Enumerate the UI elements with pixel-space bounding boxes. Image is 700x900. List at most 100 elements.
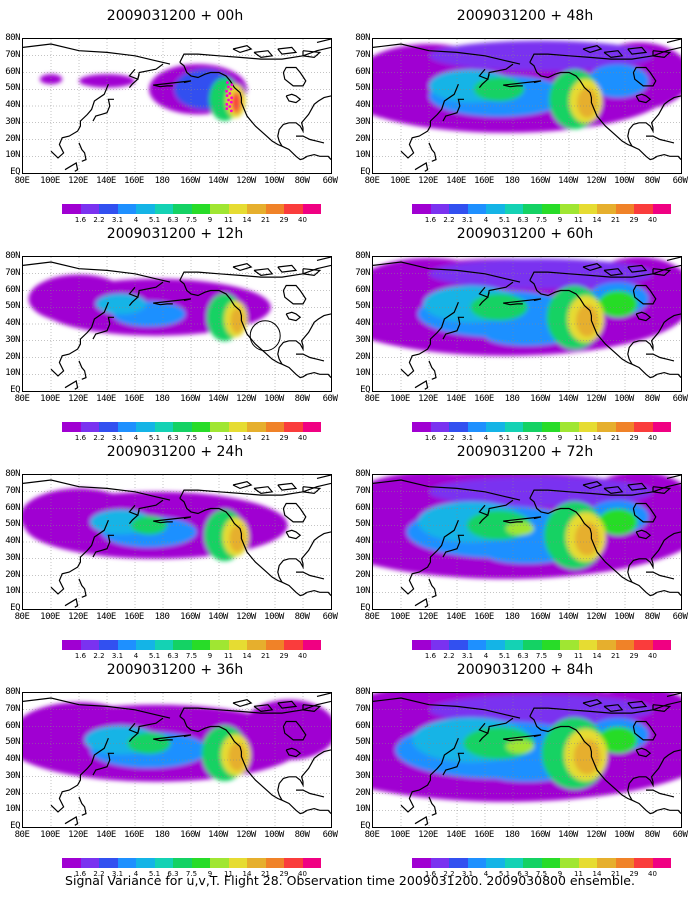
colorbar-segment bbox=[523, 204, 542, 214]
map-panel: 2009031200 + 60h 80N 70N 60N 50N 40N 30N 20N 10N… bbox=[355, 226, 695, 442]
colorbar-level-label: 29 bbox=[279, 652, 289, 660]
colorbar-segment bbox=[615, 204, 634, 214]
lat-tick-label: 40N bbox=[5, 100, 20, 110]
colorbar-level-label: 3.1 bbox=[111, 870, 124, 878]
colorbar-level-label: 9 bbox=[207, 870, 213, 878]
colorbar-segment bbox=[265, 858, 284, 868]
lon-tick-label: 80W bbox=[294, 176, 310, 186]
colorbar-segment bbox=[284, 858, 303, 868]
lon-tick-label: 180 bbox=[504, 394, 520, 404]
variance-map bbox=[22, 474, 332, 610]
coastlines bbox=[373, 693, 681, 826]
colorbar-segment bbox=[154, 858, 173, 868]
coastlines bbox=[23, 475, 331, 608]
lon-tick-label: 120W bbox=[586, 394, 606, 404]
lat-tick-label: 40N bbox=[355, 318, 370, 328]
colorbar-level-label: 40 bbox=[648, 870, 657, 878]
colorbar-level-label: 40 bbox=[648, 434, 657, 442]
variance-map bbox=[372, 38, 682, 174]
dropsonde-point bbox=[229, 100, 233, 104]
colorbar-segment bbox=[634, 640, 653, 650]
colorbar-level-label: 21 bbox=[611, 434, 620, 442]
lon-tick-label: 120E bbox=[418, 394, 438, 404]
colorbar-segment bbox=[560, 204, 579, 214]
lon-tick-label: 160W bbox=[530, 612, 550, 622]
lat-tick-label: EQ bbox=[360, 385, 370, 395]
colorbar-segment bbox=[99, 858, 118, 868]
colorbar-segment bbox=[504, 858, 523, 868]
colorbar-segment bbox=[449, 204, 468, 214]
colorbar-level-label: 5.1 bbox=[498, 434, 511, 442]
lon-tick-label: 120W bbox=[586, 176, 606, 186]
lat-tick-label: 80N bbox=[355, 33, 370, 43]
colorbar-segment bbox=[62, 858, 81, 868]
colorbar-segment bbox=[412, 858, 431, 868]
lon-tick-label: 100E bbox=[390, 830, 410, 840]
colorbar-segment bbox=[80, 640, 99, 650]
lat-tick-label: 10N bbox=[5, 586, 20, 597]
coastlines bbox=[373, 39, 681, 172]
colorbar-level-label: 4 bbox=[483, 652, 489, 660]
colorbar-level-label: 6.3 bbox=[517, 216, 529, 224]
colorbar-level-label: 1.6 bbox=[74, 216, 87, 224]
lon-tick-label: 80E bbox=[14, 394, 30, 404]
colorbar-segment bbox=[247, 204, 266, 214]
lon-tick-label: 120E bbox=[418, 176, 438, 186]
colorbar-segment bbox=[486, 204, 505, 214]
colorbar-level-label: 29 bbox=[279, 870, 289, 878]
lon-tick-label: 140E bbox=[446, 612, 466, 622]
colorbar-level-label: 4 bbox=[133, 870, 139, 878]
colorbar-level-label: 6.3 bbox=[517, 434, 529, 442]
colorbar-level-label: 9 bbox=[557, 434, 563, 442]
lon-tick-label: 60W bbox=[672, 830, 688, 840]
colorbar-level-label: 14 bbox=[242, 870, 252, 878]
lon-tick-label: 140E bbox=[96, 830, 116, 840]
coastlines bbox=[23, 693, 331, 826]
colorbar-segment bbox=[247, 640, 266, 650]
lat-tick-label: 30N bbox=[355, 552, 370, 563]
colorbar-level-label: 2.2 bbox=[443, 216, 455, 224]
colorbar-level-label: 29 bbox=[279, 434, 289, 442]
colorbar-segment bbox=[615, 858, 634, 868]
map-canvas bbox=[23, 693, 331, 827]
lat-tick-label: EQ bbox=[360, 167, 370, 177]
lon-tick-label: 60W bbox=[322, 612, 338, 622]
lat-tick-label: 80N bbox=[5, 251, 20, 261]
lon-tick-label: 160W bbox=[180, 612, 200, 622]
colorbar-segment bbox=[99, 422, 118, 432]
lon-tick-label: 100E bbox=[390, 176, 410, 186]
lat-tick-label: 50N bbox=[5, 519, 20, 530]
colorbar-segment bbox=[486, 858, 505, 868]
variance-contour-region bbox=[228, 742, 247, 771]
lon-tick-label: 120E bbox=[418, 612, 438, 622]
lon-tick-label: 120E bbox=[418, 830, 438, 840]
lat-tick-label: EQ bbox=[360, 603, 370, 613]
colorbar-segment bbox=[523, 422, 542, 432]
lon-tick-label: 160W bbox=[180, 394, 200, 404]
colorbar-level-label: 40 bbox=[298, 652, 307, 660]
lon-tick-label: 160W bbox=[530, 830, 550, 840]
colorbar-level-label: 3.1 bbox=[461, 434, 474, 442]
colorbar-segment bbox=[136, 422, 155, 432]
colorbar-segment bbox=[467, 640, 486, 650]
map-canvas bbox=[373, 475, 681, 609]
lon-tick-label: 120W bbox=[236, 612, 256, 622]
colorbar-segment bbox=[80, 204, 99, 214]
colorbar-segment bbox=[412, 422, 431, 432]
colorbar-segment bbox=[652, 640, 671, 650]
colorbar-segment bbox=[247, 422, 266, 432]
observation-points bbox=[225, 81, 234, 113]
colorbar-segment bbox=[486, 422, 505, 432]
colorbar-segment bbox=[136, 204, 155, 214]
graticule bbox=[373, 693, 681, 827]
lat-tick-label: 20N bbox=[5, 133, 20, 144]
map-canvas bbox=[373, 257, 681, 391]
colorbar-segment bbox=[154, 422, 173, 432]
colorbar-level-label: 2.2 bbox=[93, 870, 105, 878]
lat-tick-label: 20N bbox=[355, 569, 370, 580]
colorbar-segment bbox=[302, 858, 321, 868]
colorbar-level-label: 7.5 bbox=[185, 216, 198, 224]
colorbar-segment bbox=[210, 858, 229, 868]
lat-tick-label: 60N bbox=[355, 502, 370, 513]
lon-tick-label: 140E bbox=[96, 176, 116, 186]
